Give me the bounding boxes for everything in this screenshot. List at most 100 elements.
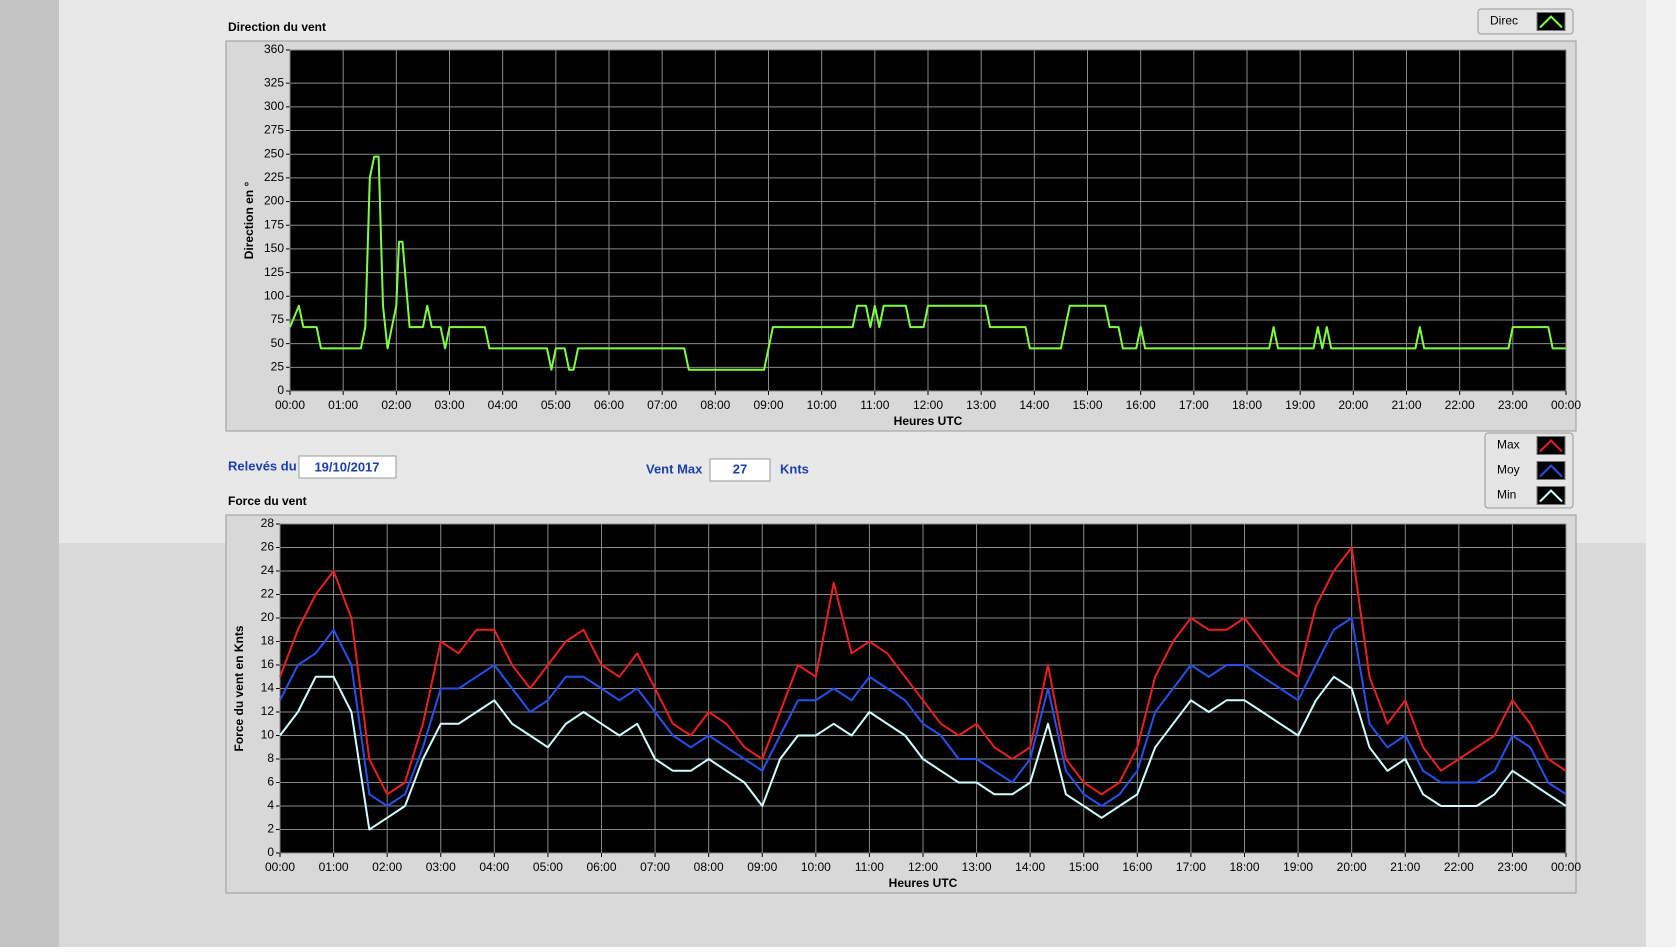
chart-title: Force du vent [228, 494, 307, 508]
y-tick-label: 24 [261, 563, 275, 577]
x-tick-label: 00:00 [275, 398, 305, 412]
x-tick-label: 22:00 [1444, 860, 1474, 874]
x-tick-label: 15:00 [1072, 398, 1102, 412]
x-tick-label: 08:00 [700, 398, 730, 412]
legend-icon [1539, 489, 1563, 503]
date-field[interactable] [298, 455, 397, 479]
y-tick-label: 150 [264, 241, 284, 255]
series-line [289, 155, 1566, 371]
legend-icon [1539, 439, 1563, 453]
legend-label: Min [1497, 488, 1516, 502]
x-tick-label: 18:00 [1229, 860, 1259, 874]
right-panel [1646, 0, 1676, 947]
x-tick-label: 13:00 [966, 398, 996, 412]
x-tick-label: 07:00 [647, 398, 677, 412]
x-tick-label: 04:00 [488, 398, 518, 412]
y-tick-label: 14 [261, 681, 275, 695]
x-tick-label: 05:00 [533, 860, 563, 874]
y-tick-label: 0 [277, 383, 284, 397]
x-tick-label: 16:00 [1122, 860, 1152, 874]
x-tick-label: 01:00 [328, 398, 358, 412]
x-tick-label: 18:00 [1232, 398, 1262, 412]
y-tick-label: 225 [264, 170, 284, 184]
legend-label: Direc [1490, 14, 1518, 28]
y-axis-label: Force du vent en Knts [232, 625, 246, 751]
x-tick-label: 22:00 [1445, 398, 1475, 412]
max-value: 27 [733, 461, 747, 476]
y-tick-label: 4 [267, 798, 274, 812]
legend-icon [1539, 15, 1563, 29]
y-tick-label: 125 [264, 265, 284, 279]
x-tick-label: 17:00 [1176, 860, 1206, 874]
y-tick-label: 12 [261, 704, 275, 718]
y-tick-label: 250 [264, 146, 284, 160]
legend-label: Moy [1497, 463, 1520, 477]
x-tick-label: 03:00 [434, 398, 464, 412]
x-tick-label: 08:00 [694, 860, 724, 874]
x-tick-label: 02:00 [372, 860, 402, 874]
x-tick-label: 14:00 [1015, 860, 1045, 874]
x-tick-label: 03:00 [426, 860, 456, 874]
y-tick-label: 360 [264, 42, 284, 56]
x-tick-label: 11:00 [860, 398, 889, 412]
x-tick-label: 19:00 [1283, 860, 1313, 874]
y-tick-label: 100 [264, 288, 284, 302]
x-tick-label: 12:00 [913, 398, 943, 412]
y-tick-label: 75 [271, 312, 285, 326]
max-unit: Knts [780, 461, 809, 476]
x-tick-label: 00:00 [1551, 398, 1581, 412]
legend-swatch [1536, 436, 1566, 455]
y-tick-label: 300 [264, 99, 284, 113]
x-tick-label: 16:00 [1126, 398, 1156, 412]
max-label: Vent Max [646, 461, 703, 476]
y-tick-label: 22 [261, 587, 275, 601]
date-value: 19/10/2017 [314, 459, 379, 474]
y-tick-label: 26 [261, 540, 275, 554]
y-tick-label: 10 [261, 728, 275, 742]
x-tick-label: 19:00 [1285, 398, 1315, 412]
x-tick-label: 05:00 [541, 398, 571, 412]
x-tick-label: 04:00 [479, 860, 509, 874]
x-tick-label: 01:00 [319, 860, 349, 874]
x-tick-label: 09:00 [753, 398, 783, 412]
y-tick-label: 16 [261, 657, 275, 671]
x-axis-label: Heures UTC [889, 876, 958, 890]
x-tick-label: 17:00 [1179, 398, 1209, 412]
y-tick-label: 325 [264, 75, 284, 89]
y-axis-label: Direction en ° [242, 182, 256, 260]
x-tick-label: 23:00 [1498, 398, 1528, 412]
x-tick-label: 06:00 [594, 398, 624, 412]
y-tick-label: 275 [264, 123, 284, 137]
x-axis-label: Heures UTC [894, 414, 963, 428]
y-tick-label: 18 [261, 634, 275, 648]
x-tick-label: 07:00 [640, 860, 670, 874]
max-field[interactable] [709, 458, 771, 482]
x-tick-label: 00:00 [265, 860, 295, 874]
y-tick-label: 0 [267, 845, 274, 859]
x-tick-label: 14:00 [1019, 398, 1049, 412]
x-tick-label: 10:00 [807, 398, 837, 412]
y-tick-label: 2 [267, 822, 274, 836]
x-tick-label: 09:00 [747, 860, 777, 874]
chart-title: Direction du vent [228, 20, 326, 34]
series-line [279, 675, 1567, 831]
x-tick-label: 06:00 [586, 860, 616, 874]
series-line [279, 617, 1567, 807]
y-tick-label: 175 [264, 217, 284, 231]
y-tick-label: 8 [267, 751, 274, 765]
x-tick-label: 21:00 [1391, 398, 1421, 412]
legend-icon [1539, 464, 1563, 478]
y-tick-label: 25 [271, 359, 285, 373]
x-tick-label: 02:00 [381, 398, 411, 412]
series-line [279, 546, 1567, 796]
legend-swatch [1536, 12, 1566, 31]
x-tick-label: 11:00 [855, 860, 884, 874]
x-tick-label: 00:00 [1551, 860, 1581, 874]
x-tick-label: 13:00 [962, 860, 992, 874]
x-tick-label: 23:00 [1497, 860, 1527, 874]
legend-swatch [1536, 461, 1566, 480]
x-tick-label: 12:00 [908, 860, 938, 874]
y-tick-label: 50 [271, 336, 285, 350]
legend-swatch [1536, 486, 1566, 505]
